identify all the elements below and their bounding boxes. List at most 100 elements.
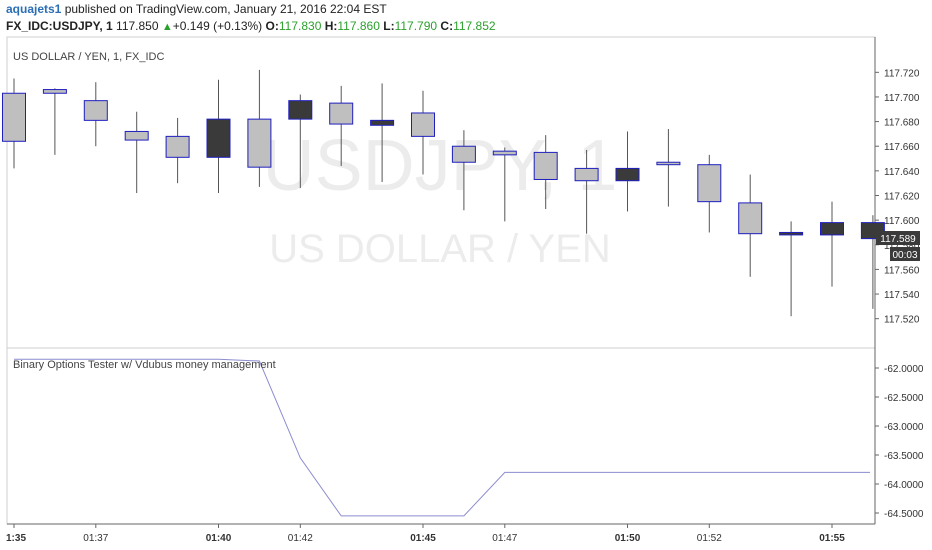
indicator-line — [14, 358, 870, 517]
price-tick-label: 117.680 — [884, 118, 920, 129]
candle — [533, 135, 558, 210]
indicator-tick-label: -63.0000 — [884, 422, 924, 433]
candle-body — [206, 118, 231, 158]
candle — [42, 88, 67, 155]
time-tick-label: 1:35 — [6, 533, 26, 544]
time-tick-label: 01:42 — [288, 533, 313, 544]
candle — [247, 69, 272, 187]
price-badge: 117.589 — [880, 234, 916, 245]
candle — [574, 149, 599, 234]
candle-body — [738, 202, 763, 235]
indicator-tick-label: -64.0000 — [884, 480, 924, 491]
candle — [329, 85, 354, 166]
symbol-name: FX_IDC:USDJPY, 1 — [6, 19, 113, 33]
candle-body — [370, 119, 395, 126]
candle-body — [165, 135, 190, 158]
candle — [656, 128, 681, 207]
candle-body — [697, 164, 722, 203]
candle-body — [83, 100, 108, 121]
publish-info: aquajets1 published on TradingView.com, … — [6, 2, 387, 16]
price-tick-label: 117.540 — [884, 290, 920, 301]
candle — [697, 154, 722, 233]
price-tick-label: 117.720 — [884, 68, 920, 79]
candle — [860, 215, 885, 309]
candle-body — [656, 161, 681, 166]
timer-badge-bg — [890, 247, 920, 261]
indicator-tick-label: -62.0000 — [884, 364, 924, 375]
candle-body — [411, 112, 435, 137]
candle — [83, 82, 108, 147]
high-value: 117.860 — [337, 19, 380, 33]
indicator-axis: -62.0000 -62.5000 -63.0000 -63.5000 -64.0000… — [875, 364, 924, 520]
open-value: 117.830 — [278, 19, 322, 33]
candles-layer — [2, 69, 885, 317]
price-tick-label: 117.520 — [884, 315, 920, 326]
candle — [779, 221, 804, 317]
price-badge-bg — [876, 231, 920, 245]
candle — [615, 131, 640, 212]
candle — [738, 174, 763, 277]
candle — [370, 83, 395, 182]
time-tick-label: 01:37 — [83, 533, 108, 544]
low-label: L: — [383, 19, 395, 33]
price-change: +0.149 (+0.13%) — [172, 19, 263, 33]
candle — [492, 147, 517, 222]
candle-body — [451, 145, 476, 163]
timer-badge: 00:03 — [892, 250, 917, 261]
price-axis: 117.720 117.700 117.680 117.660 117.640 117.6… — [875, 68, 920, 326]
indicator-tick-label: -64.5000 — [884, 509, 924, 520]
indicator-tick-label: -62.5000 — [884, 393, 924, 404]
candle-body — [779, 231, 804, 236]
candle-body — [288, 100, 313, 120]
indicator-tick-label: -63.5000 — [884, 451, 924, 462]
close-value: 117.852 — [453, 19, 496, 33]
close-label: C: — [440, 19, 454, 33]
indicator-pane-label: Binary Options Tester w/ Vdubus money ma… — [13, 359, 276, 371]
price-tick-label: 117.580 — [884, 241, 920, 252]
candle-body — [247, 118, 272, 168]
candle — [124, 111, 149, 194]
time-tick-label: 01:52 — [697, 533, 722, 544]
time-axis: 1:35 01:37 01:40 01:42 01:45 01:47 01:50 01:52 0… — [6, 524, 845, 544]
price-tick-label: 117.700 — [884, 93, 920, 104]
open-label: O: — [265, 19, 279, 33]
candle — [2, 78, 26, 169]
candle-body — [820, 222, 844, 236]
price-tick-label: 117.660 — [884, 142, 920, 153]
candle-body — [492, 150, 517, 156]
price-tick-label: 117.600 — [884, 216, 920, 227]
candle — [411, 90, 435, 175]
indicator-layer — [14, 358, 870, 517]
candle — [451, 130, 476, 211]
time-tick-label: 01:40 — [206, 533, 232, 544]
time-tick-label: 01:45 — [410, 533, 436, 544]
time-tick-label: 01:55 — [819, 533, 845, 544]
main-pane-label: US DOLLAR / YEN, 1, FX_IDC — [13, 51, 164, 63]
up-arrow-icon: ▲ — [161, 21, 173, 33]
watermark-symbol: USDJPY, 1 — [263, 126, 618, 206]
price-tick-label: 117.560 — [884, 265, 920, 276]
candle — [206, 79, 231, 194]
candle-body — [615, 167, 640, 182]
author-link[interactable]: aquajets1 — [6, 2, 62, 16]
candle — [288, 94, 313, 189]
candle-body — [329, 102, 354, 125]
last-price: 117.850 — [116, 19, 159, 33]
time-tick-label: 01:47 — [492, 533, 517, 544]
watermark-name: US DOLLAR / YEN — [269, 227, 611, 271]
candle-body — [42, 89, 67, 94]
candle-body — [533, 151, 558, 180]
candle-body — [574, 167, 599, 182]
high-label: H: — [324, 19, 338, 33]
price-tick-label: 117.620 — [884, 192, 920, 203]
time-tick-label: 01:50 — [615, 533, 641, 544]
candle — [165, 117, 190, 184]
price-tick-label: 117.640 — [884, 167, 920, 178]
candle — [820, 201, 844, 287]
symbol-info: FX_IDC:USDJPY, 1 117.850 ▲+0.149 (+0.13%… — [6, 19, 496, 33]
indicator-pane-frame — [6, 347, 876, 525]
low-value: 117.790 — [394, 19, 438, 33]
candle-body — [124, 130, 149, 141]
candle-body — [2, 92, 26, 142]
